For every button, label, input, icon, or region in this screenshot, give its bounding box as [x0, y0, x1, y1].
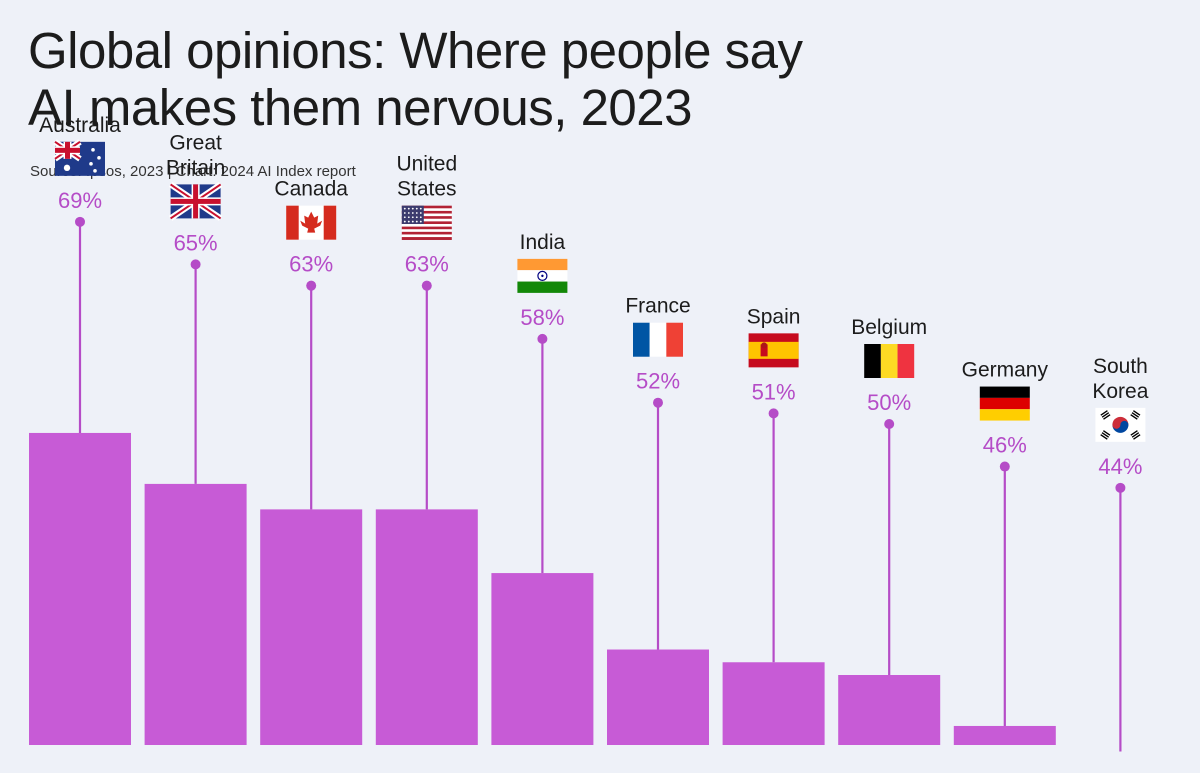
value-label: 50%: [867, 390, 911, 415]
country-label: India: [520, 231, 566, 254]
flag-belgium-icon: [864, 344, 915, 378]
flag-india-icon: [517, 258, 568, 293]
country-label: Australia: [39, 114, 121, 137]
flag-united-states-icon: [401, 205, 452, 240]
bar: [838, 675, 941, 745]
bar-group: 63% Canada: [260, 178, 363, 745]
country-label: Canada: [274, 178, 348, 201]
country-label: France: [625, 295, 690, 318]
stem-dot: [1115, 482, 1126, 493]
value-label: 65%: [174, 230, 218, 255]
flag-france-icon: [633, 322, 683, 357]
country-label: United: [396, 153, 457, 176]
country-label: States: [397, 178, 457, 201]
title-line-1: Global opinions: Where people say: [28, 22, 803, 79]
stem-dot: [884, 419, 895, 429]
bar: [953, 725, 1056, 745]
stem-dot: [421, 280, 432, 291]
stem-dot: [190, 259, 201, 270]
bar: [722, 662, 825, 745]
stem-dot: [768, 408, 779, 419]
value-label: 46%: [983, 433, 1027, 458]
country-label: South: [1093, 355, 1148, 378]
country-label: Great: [169, 131, 222, 154]
bar-group: 58% India: [491, 231, 594, 745]
stem-dot: [306, 280, 317, 291]
value-label: 51%: [752, 379, 796, 404]
bar: [607, 649, 709, 745]
bar: [491, 573, 594, 745]
flag-south-korea-icon: [1095, 407, 1146, 442]
country-label: Britain: [166, 156, 226, 179]
stem-dot: [999, 461, 1010, 472]
country-label: Germany: [962, 359, 1049, 382]
stem-dot: [75, 216, 85, 227]
title-line-2: AI makes them nervous, 2023: [28, 79, 693, 136]
bar: [260, 509, 363, 745]
flag-germany-icon: [979, 386, 1030, 421]
stem-dot: [653, 397, 663, 408]
country-label: Belgium: [851, 316, 927, 339]
bar-group: 52% France: [607, 295, 709, 745]
bar-group: 46% Germany: [953, 359, 1056, 745]
value-label: 52%: [636, 369, 680, 394]
value-label: 63%: [289, 252, 333, 277]
bar: [144, 483, 247, 745]
value-label: 58%: [520, 305, 564, 330]
country-label: Spain: [747, 305, 801, 328]
flag-canada-icon: [286, 205, 337, 240]
bar: [375, 509, 478, 745]
value-label: 69%: [58, 188, 102, 213]
flag-great-britain-icon: [168, 181, 223, 221]
bar-group: 69% Australia: [29, 114, 131, 745]
flag-spain-icon: [748, 333, 799, 368]
value-label: 63%: [405, 252, 449, 277]
value-label: 44%: [1098, 454, 1142, 479]
bar: [29, 432, 131, 745]
chart-title: Global opinions: Where people say AI mak…: [28, 22, 1178, 136]
bar-group: 51% Spain: [722, 305, 825, 745]
country-label: Korea: [1092, 380, 1148, 403]
stem-dot: [537, 333, 548, 344]
source-note: Source: Ipsos, 2023 | Chart: 2024 AI Ind…: [30, 163, 356, 180]
flag-australia-icon: [53, 139, 105, 176]
bar-group: 50% Belgium: [838, 316, 941, 745]
